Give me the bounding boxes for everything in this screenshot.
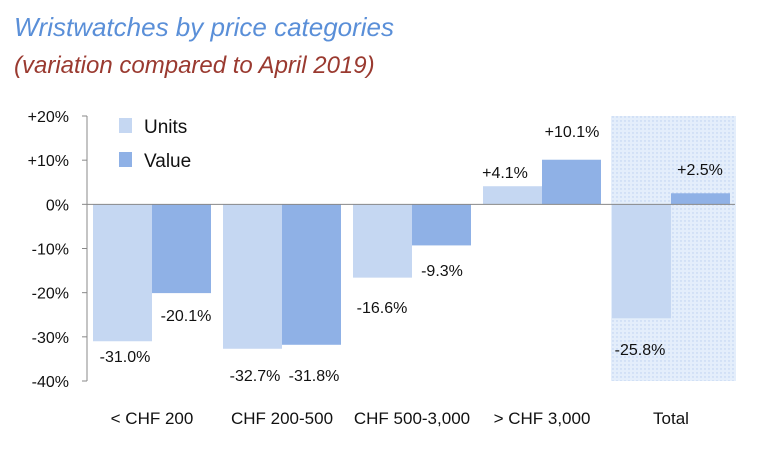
y-tick-label: +10% bbox=[28, 153, 69, 170]
legend-label-value: Value bbox=[144, 151, 191, 172]
data-label-units: -16.6% bbox=[357, 300, 408, 317]
category-label: CHF 200-500 bbox=[231, 409, 333, 428]
y-tick-label: -10% bbox=[32, 242, 69, 259]
bar-value bbox=[542, 159, 601, 205]
data-label-units: -25.8% bbox=[615, 342, 666, 359]
legend-label-units: Units bbox=[144, 117, 187, 138]
data-label-units: -32.7% bbox=[230, 368, 281, 385]
bar-units bbox=[483, 186, 542, 205]
category-label: > CHF 3,000 bbox=[494, 409, 591, 428]
bar-units bbox=[93, 204, 152, 342]
data-label-units: -31.0% bbox=[100, 349, 151, 366]
category-label: CHF 500-3,000 bbox=[354, 409, 470, 428]
bar-value bbox=[671, 193, 730, 205]
data-label-value: -31.8% bbox=[289, 368, 340, 385]
y-tick-label: -30% bbox=[32, 330, 69, 347]
y-tick-label: 0% bbox=[46, 197, 69, 214]
data-label-value: +2.5% bbox=[677, 162, 723, 179]
chart-title: Wristwatches by price categories bbox=[14, 12, 395, 42]
data-label-value: +10.1% bbox=[545, 124, 600, 141]
category-label: < CHF 200 bbox=[111, 409, 194, 428]
category-label: Total bbox=[653, 409, 689, 428]
y-tick-label: -20% bbox=[32, 286, 69, 303]
chart-subtitle: (variation compared to April 2019) bbox=[14, 52, 375, 79]
y-tick-label: -40% bbox=[32, 374, 69, 391]
data-label-value: -20.1% bbox=[161, 308, 212, 325]
legend-swatch-value bbox=[119, 152, 132, 167]
bar-units bbox=[223, 204, 282, 349]
data-label-units: +4.1% bbox=[482, 165, 528, 182]
legend-swatch-units bbox=[119, 118, 132, 133]
bar-units bbox=[612, 204, 671, 319]
bar-value bbox=[152, 204, 211, 294]
bar-value bbox=[412, 204, 471, 246]
y-tick-label: +20% bbox=[28, 109, 69, 126]
bar-value bbox=[282, 204, 341, 345]
bar-units bbox=[353, 204, 412, 278]
data-label-value: -9.3% bbox=[421, 263, 463, 280]
